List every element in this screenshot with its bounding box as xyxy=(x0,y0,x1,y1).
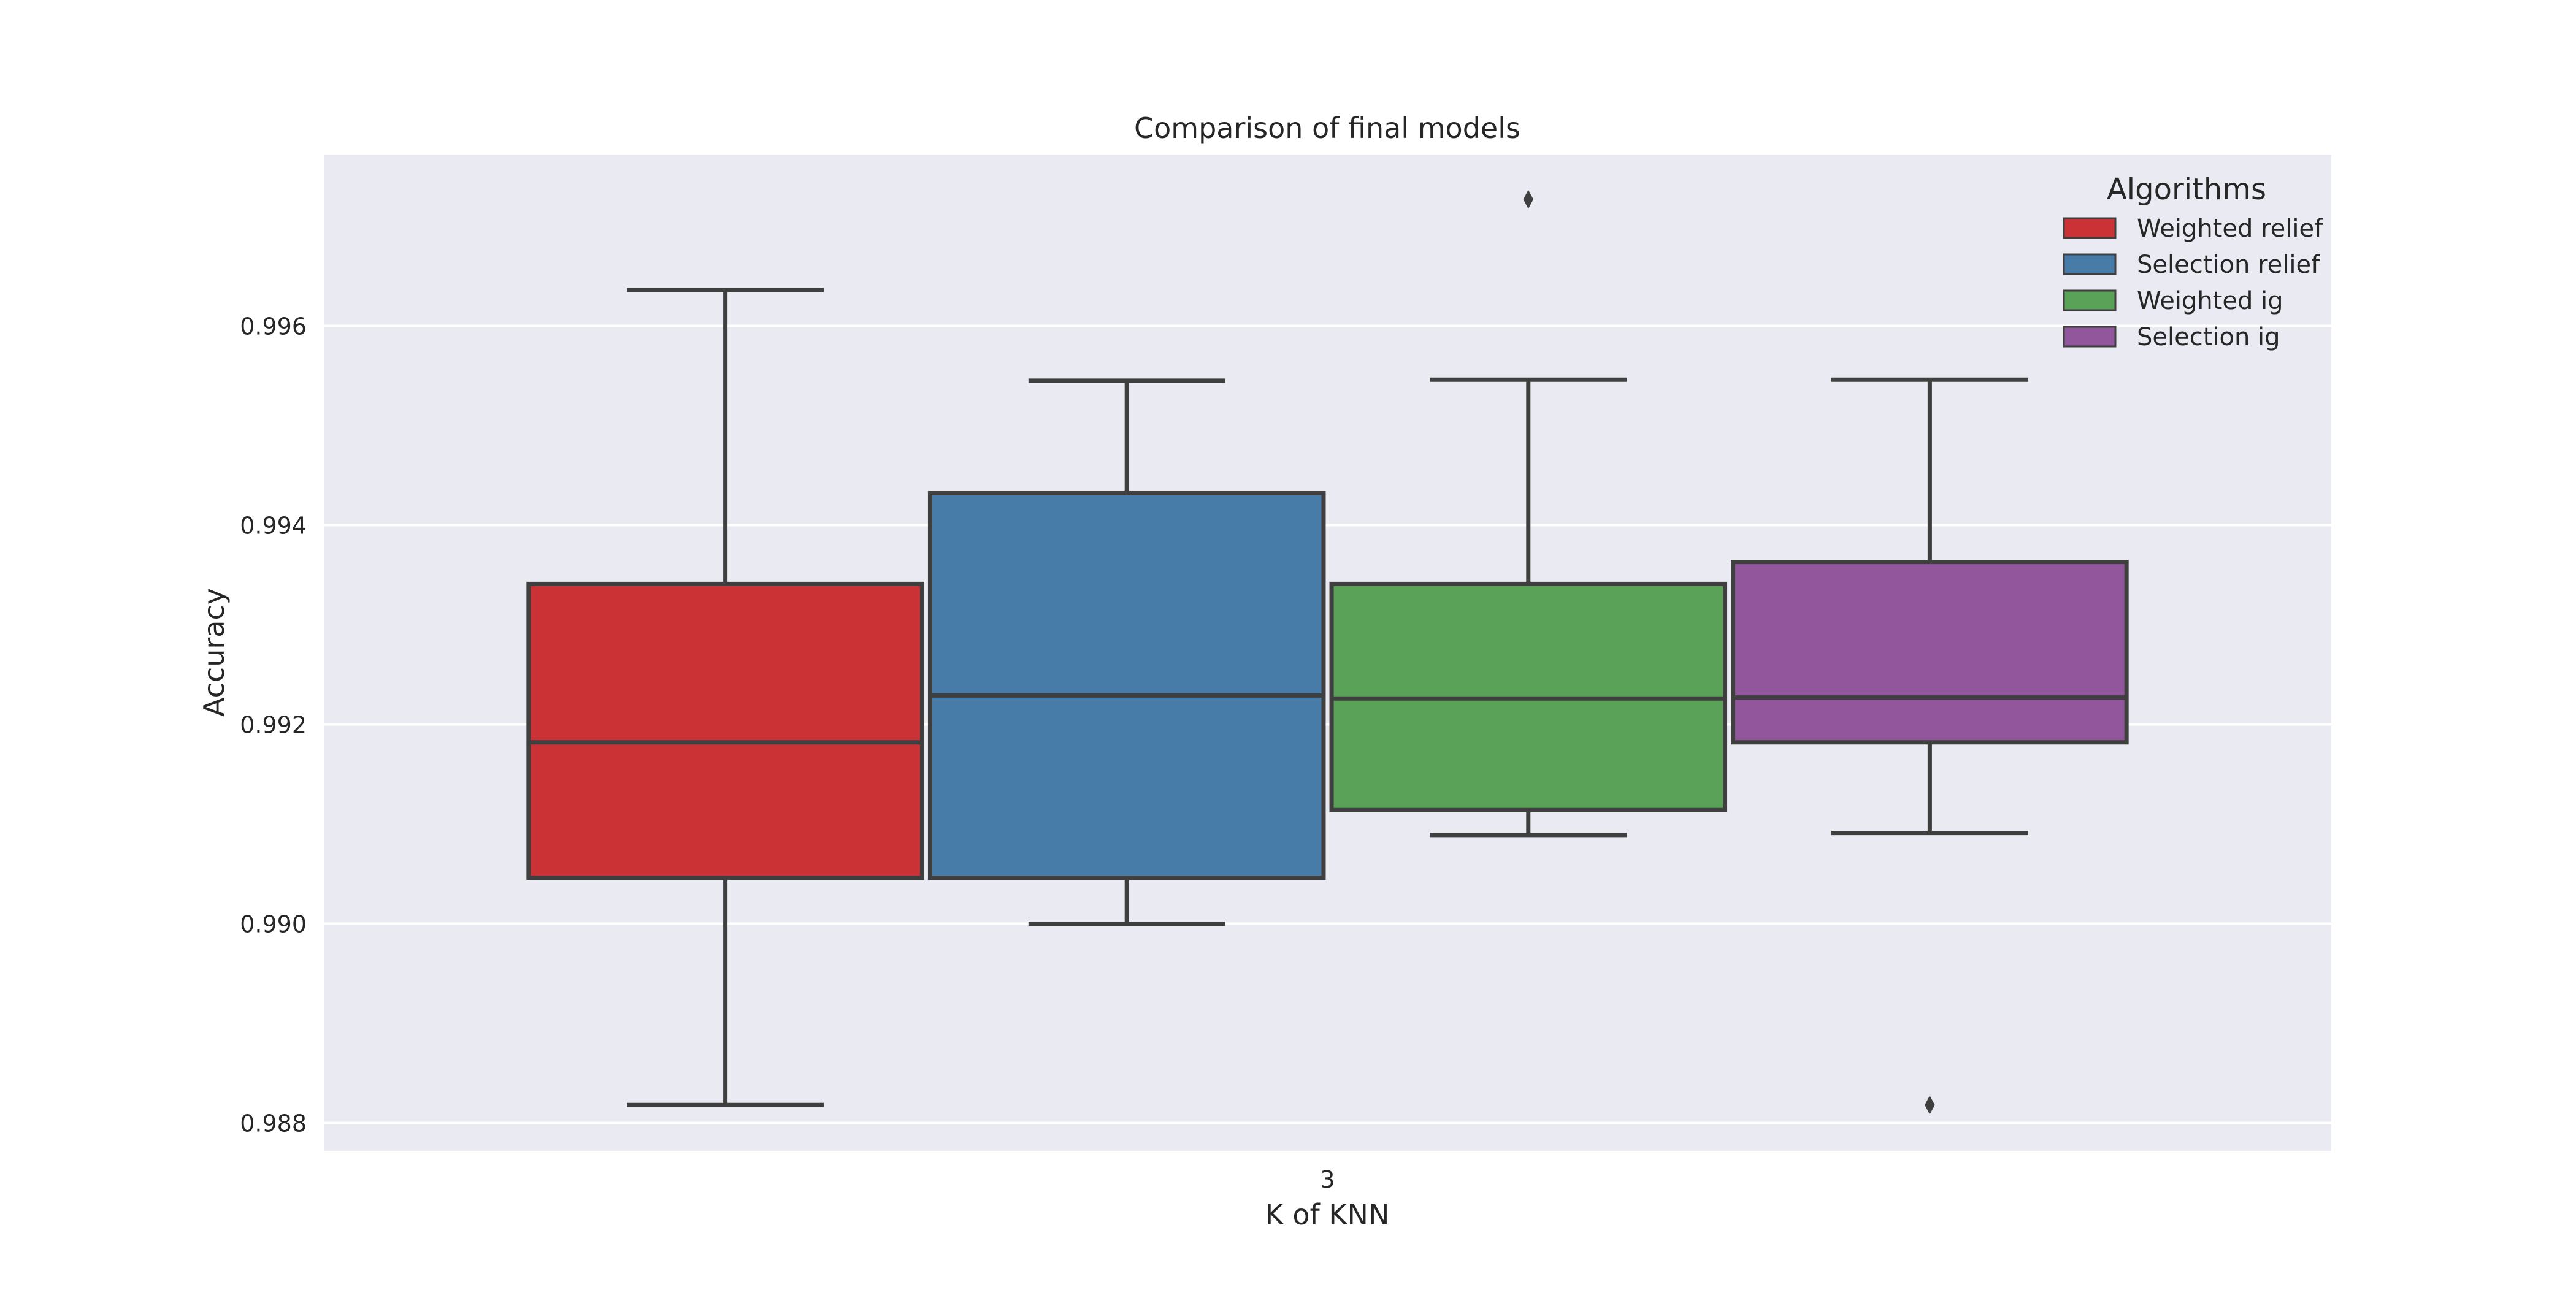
boxes xyxy=(526,189,2129,1115)
legend-label: Weighted ig xyxy=(2137,287,2283,315)
x-tick-labels: 3 xyxy=(1320,1166,1335,1193)
chart-title: Comparison of final models xyxy=(1134,112,1520,145)
legend-swatch xyxy=(2063,253,2117,275)
legend-swatch xyxy=(2063,289,2117,311)
y-tick-labels: 0.988 0.990 0.992 0.994 0.996 xyxy=(240,313,307,1137)
x-tick-label: 3 xyxy=(1320,1166,1335,1193)
legend: Algorithms Weighted relief Selection reli… xyxy=(2063,172,2323,351)
y-axis-label: Accuracy xyxy=(197,588,231,717)
legend-swatch xyxy=(2063,326,2117,348)
box-body xyxy=(927,491,1326,880)
y-tick-label: 0.990 xyxy=(240,911,307,938)
legend-swatch xyxy=(2063,217,2117,239)
x-axis-label: K of KNN xyxy=(1265,1198,1390,1231)
y-tick-label: 0.996 xyxy=(240,313,307,340)
box-body xyxy=(526,581,924,880)
legend-title: Algorithms xyxy=(2107,172,2266,207)
box-weighted-ig xyxy=(1329,189,1728,838)
legend-label: Selection ig xyxy=(2137,323,2280,351)
legend-label: Weighted relief xyxy=(2137,215,2323,243)
box-body xyxy=(1731,560,2129,745)
box-selection-relief xyxy=(927,378,1326,926)
y-tick-label: 0.994 xyxy=(240,513,307,540)
y-tick-label: 0.988 xyxy=(240,1110,307,1137)
outlier-point xyxy=(1925,1095,1935,1115)
legend-items: Weighted relief Selection relief Weighted … xyxy=(2063,215,2323,351)
outlier-point xyxy=(1523,189,1534,209)
y-tick-label: 0.992 xyxy=(240,712,307,739)
box-selection-ig xyxy=(1731,377,2129,1115)
box-weighted-relief xyxy=(526,288,924,1107)
legend-label: Selection relief xyxy=(2137,251,2320,279)
